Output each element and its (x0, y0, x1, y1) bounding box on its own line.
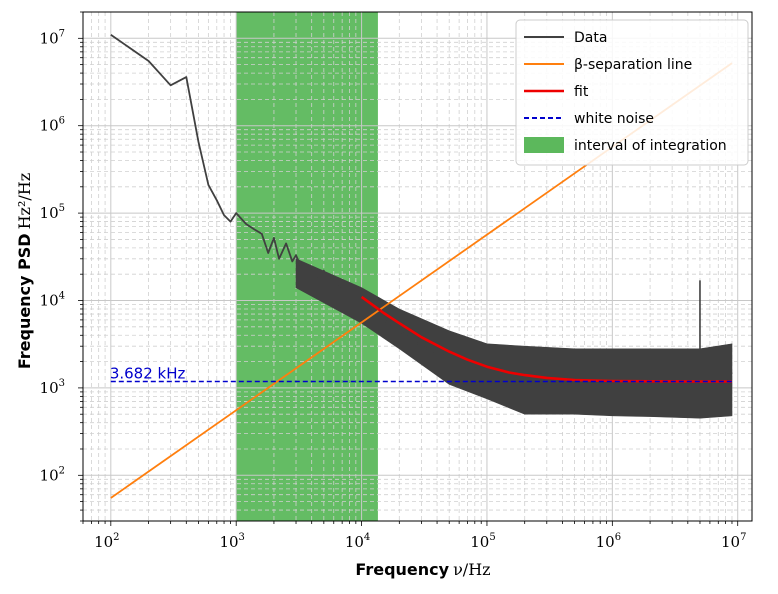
x-tick-label: 104 (345, 532, 370, 551)
x-tick-label-base: 10 (219, 533, 238, 551)
y-tick-label: 103 (40, 378, 65, 397)
x-tick-label-exponent: 7 (740, 532, 746, 543)
y-tick-label: 105 (40, 203, 65, 222)
legend-label-white-noise: white noise (574, 111, 654, 127)
series-fit-line (360, 295, 732, 383)
y-tick-label-exponent: 6 (59, 116, 65, 127)
x-tick-label: 106 (596, 532, 621, 551)
x-tick-label-base: 10 (596, 533, 615, 551)
x-tick-label-exponent: 4 (364, 532, 370, 543)
legend: Data β-separation line fit white noise inter… (515, 19, 749, 166)
y-axis-label: Frequency PSD Hz²/Hz (15, 173, 34, 369)
y-tick-label: 102 (40, 465, 65, 484)
x-tick-label-exponent: 2 (113, 532, 119, 543)
x-axis-label: Frequency ν/Hz (355, 560, 490, 579)
y-tick-label-base: 10 (40, 117, 59, 135)
series-data-noise-band (295, 258, 733, 419)
x-tick-label: 107 (721, 532, 746, 551)
x-tick-label-base: 10 (94, 533, 113, 551)
y-tick-label-exponent: 5 (59, 203, 65, 214)
x-tick-label: 105 (470, 532, 495, 551)
x-axis-label-unit: ν/Hz (453, 560, 491, 579)
y-axis-label-word: Frequency PSD (15, 233, 34, 369)
y-tick-label: 106 (40, 116, 65, 135)
axes-frame (82, 11, 753, 522)
x-tick-label: 103 (219, 532, 244, 551)
legend-label-fit: fit (574, 84, 589, 100)
series-layer (110, 33, 733, 499)
axes-frame-layer (82, 11, 753, 522)
legend-box (515, 19, 749, 166)
y-tick-label-exponent: 2 (59, 465, 65, 476)
x-tick-label-base: 10 (721, 533, 740, 551)
legend-label-interval-of-integration: interval of integration (574, 138, 727, 154)
y-tick-label-base: 10 (40, 379, 59, 397)
y-axis-label-unit: Hz²/Hz (15, 173, 34, 230)
y-tick-label-base: 10 (40, 466, 59, 484)
y-tick-label-base: 10 (40, 204, 59, 222)
grid-layer (82, 11, 752, 522)
y-tick-label: 107 (40, 28, 65, 47)
legend-label-separation-line: β-separation line (574, 57, 692, 73)
white-noise-annotation: 3.682 kHz (110, 364, 186, 382)
legend-swatch-interval-of-integration (524, 137, 564, 153)
x-tick-label-base: 10 (345, 533, 364, 551)
y-tick-label-base: 10 (40, 29, 59, 47)
x-tick-label-exponent: 5 (489, 532, 495, 543)
legend-label-data: Data (574, 30, 607, 46)
y-tick-label-exponent: 4 (59, 291, 65, 302)
x-axis-label-word: Frequency (355, 560, 449, 579)
y-tick-label-exponent: 7 (59, 28, 65, 39)
y-tick-label-base: 10 (40, 292, 59, 310)
x-tick-label: 102 (94, 532, 119, 551)
y-tick-label: 104 (40, 291, 65, 310)
y-tick-label-exponent: 3 (59, 378, 65, 389)
x-tick-label-exponent: 3 (239, 532, 245, 543)
x-tick-label-base: 10 (470, 533, 489, 551)
annotation-layer: 3.682 kHz (110, 364, 186, 382)
x-tick-label-exponent: 6 (615, 532, 621, 543)
